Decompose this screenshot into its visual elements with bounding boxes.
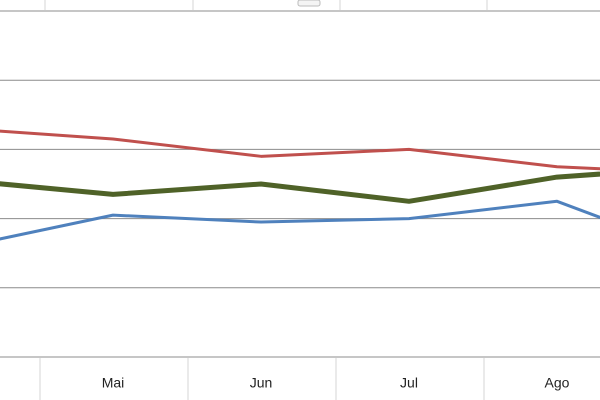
series-line xyxy=(0,129,600,171)
cell-borders xyxy=(39,0,488,400)
x-tick-label: Mai xyxy=(102,375,125,391)
series-line xyxy=(0,199,600,241)
series-line xyxy=(0,171,600,204)
x-tick-label: Jul xyxy=(400,375,418,391)
resize-handle[interactable] xyxy=(297,0,321,7)
x-tick-label: Jun xyxy=(250,375,273,391)
x-tick-label: Ago xyxy=(545,375,570,391)
